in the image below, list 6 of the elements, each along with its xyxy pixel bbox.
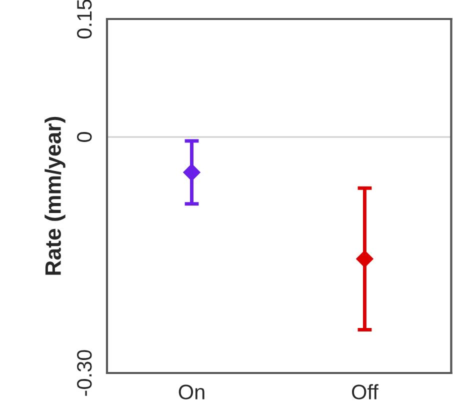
y-axis-title: Rate (mm/year): [44, 116, 66, 275]
y-tick-label: 0.15: [77, 0, 92, 38]
y-tick-label: 0: [77, 132, 92, 142]
y-tick-label: -0.30: [77, 350, 92, 396]
x-tick-label: On: [178, 384, 204, 400]
x-tick-label: Off: [352, 384, 378, 400]
